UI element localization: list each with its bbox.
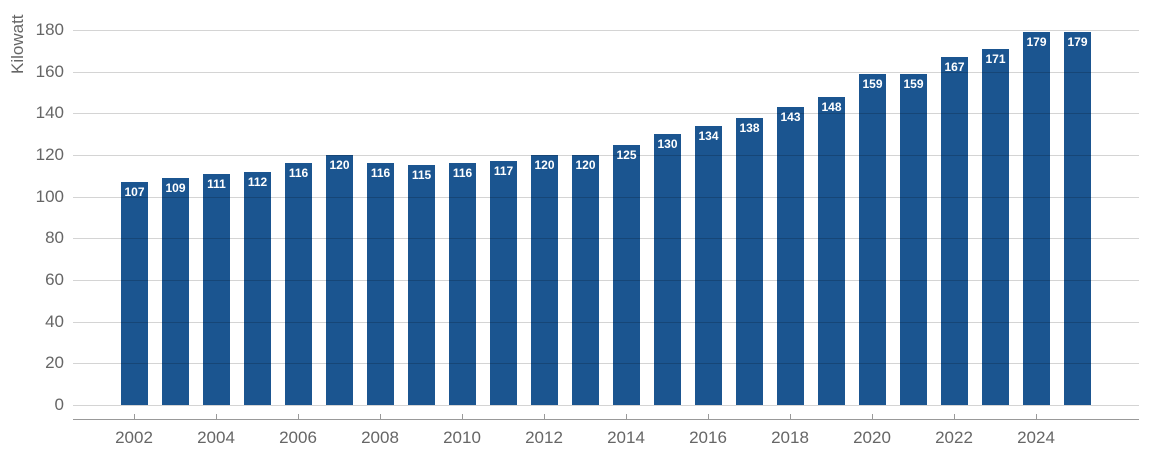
gridline-0 (73, 405, 1139, 406)
bar-value-label-2005: 112 (247, 175, 268, 189)
y-tick-label-60: 60 (45, 270, 64, 289)
x-tick-2010 (462, 414, 463, 419)
bar-value-label-2012: 120 (534, 158, 555, 172)
bar-value-label-2021: 159 (903, 77, 924, 91)
x-tick-label-2012: 2012 (525, 428, 563, 447)
x-tick-label-2020: 2020 (853, 428, 891, 447)
bar-2025[interactable] (1064, 32, 1091, 405)
bar-value-label-2016: 134 (698, 129, 719, 143)
x-tick-label-2018: 2018 (771, 428, 809, 447)
bar-value-label-2022: 167 (944, 60, 965, 74)
x-tick-2008 (380, 414, 381, 419)
bar-2013[interactable] (572, 155, 599, 405)
gridline-80 (73, 238, 1139, 239)
bar-value-label-2019: 148 (821, 100, 842, 114)
bar-2012[interactable] (531, 155, 558, 405)
bar-2023[interactable] (982, 49, 1009, 405)
y-tick-label-0: 0 (54, 395, 64, 414)
x-tick-2018 (790, 414, 791, 419)
y-tick-label-20: 20 (45, 353, 64, 372)
bar-value-label-2023: 171 (985, 52, 1006, 66)
gridline-60 (73, 280, 1139, 281)
bar-2008[interactable] (367, 163, 394, 405)
x-tick-2004 (216, 414, 217, 419)
y-tick-label-140: 140 (35, 103, 64, 122)
bar-value-label-2020: 159 (862, 77, 883, 91)
x-axis-line (73, 419, 1139, 420)
x-tick-2024 (1036, 414, 1037, 419)
bar-value-label-2017: 138 (739, 121, 760, 135)
bar-2006[interactable] (285, 163, 312, 405)
bar-value-label-2006: 116 (288, 166, 309, 180)
bar-value-label-2024: 179 (1026, 35, 1047, 49)
x-tick-label-2006: 2006 (279, 428, 317, 447)
x-tick-2012 (544, 414, 545, 419)
gridline-20 (73, 363, 1139, 364)
bar-value-label-2003: 109 (165, 181, 186, 195)
bar-value-label-2025: 179 (1067, 35, 1088, 49)
bar-value-label-2009: 115 (411, 168, 432, 182)
y-tick-label-180: 180 (35, 20, 64, 39)
bar-value-label-2007: 120 (329, 158, 350, 172)
bar-2011[interactable] (490, 161, 517, 405)
gridline-40 (73, 322, 1139, 323)
bar-2019[interactable] (818, 97, 845, 405)
bar-2018[interactable] (777, 107, 804, 405)
gridline-160 (73, 72, 1139, 73)
bar-value-label-2013: 120 (575, 158, 596, 172)
x-tick-label-2016: 2016 (689, 428, 727, 447)
bar-2002[interactable] (121, 182, 148, 405)
bar-value-label-2004: 111 (207, 177, 226, 191)
x-tick-label-2024: 2024 (1017, 428, 1055, 447)
bar-value-label-2015: 130 (657, 137, 678, 151)
bar-2022[interactable] (941, 57, 968, 405)
gridline-140 (73, 113, 1139, 114)
x-tick-label-2010: 2010 (443, 428, 481, 447)
gridline-100 (73, 197, 1139, 198)
gridline-120 (73, 155, 1139, 156)
x-tick-2020 (872, 414, 873, 419)
y-tick-label-160: 160 (35, 62, 64, 81)
y-tick-label-100: 100 (35, 187, 64, 206)
x-tick-2006 (298, 414, 299, 419)
bar-2007[interactable] (326, 155, 353, 405)
bar-2004[interactable] (203, 174, 230, 405)
bar-2017[interactable] (736, 118, 763, 405)
y-tick-label-80: 80 (45, 228, 64, 247)
bar-2020[interactable] (859, 74, 886, 405)
bar-2003[interactable] (162, 178, 189, 405)
bar-value-label-2018: 143 (780, 110, 801, 124)
x-tick-label-2004: 2004 (197, 428, 235, 447)
bar-2021[interactable] (900, 74, 927, 405)
gridline-180 (73, 30, 1139, 31)
bar-2014[interactable] (613, 145, 640, 405)
bar-value-label-2002: 107 (124, 185, 145, 199)
bar-2010[interactable] (449, 163, 476, 405)
y-tick-label-40: 40 (45, 312, 64, 331)
x-tick-2022 (954, 414, 955, 419)
bar-2005[interactable] (244, 172, 271, 405)
x-tick-label-2022: 2022 (935, 428, 973, 447)
bar-2015[interactable] (654, 134, 681, 405)
x-tick-label-2008: 2008 (361, 428, 399, 447)
bar-value-label-2010: 116 (452, 166, 473, 180)
bar-value-label-2011: 117 (493, 164, 514, 178)
bar-2009[interactable] (408, 165, 435, 405)
bar-2024[interactable] (1023, 32, 1050, 405)
bar-value-label-2014: 125 (616, 148, 637, 162)
bar-value-label-2008: 116 (370, 166, 391, 180)
x-tick-label-2002: 2002 (115, 428, 153, 447)
x-tick-2002 (134, 414, 135, 419)
y-tick-label-120: 120 (35, 145, 64, 164)
x-tick-label-2014: 2014 (607, 428, 645, 447)
x-tick-2014 (626, 414, 627, 419)
bar-2016[interactable] (695, 126, 722, 405)
x-tick-2016 (708, 414, 709, 419)
